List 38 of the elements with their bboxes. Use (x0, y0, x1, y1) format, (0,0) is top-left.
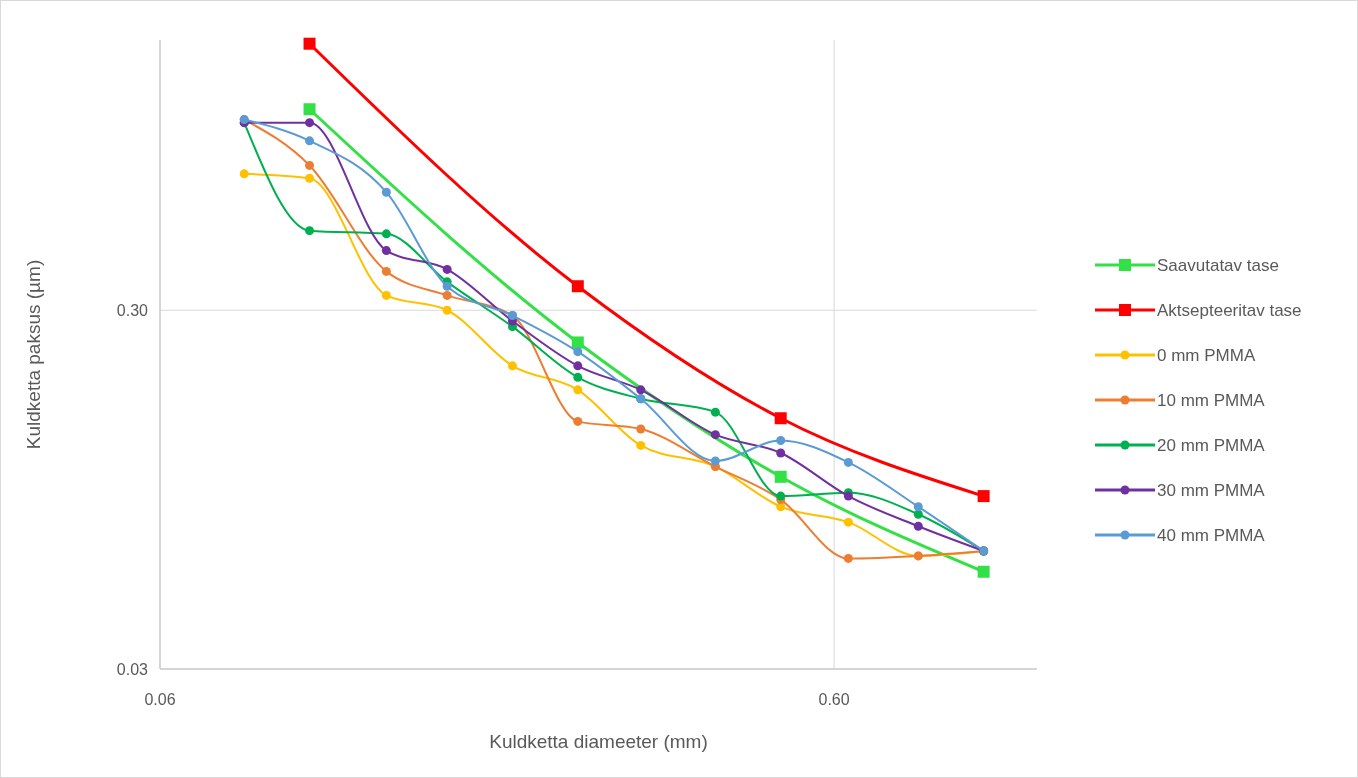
legend-label: Saavutatav tase (1157, 256, 1279, 275)
point (710, 430, 720, 440)
point (843, 517, 853, 527)
point (843, 553, 853, 563)
x-tick-label: 0.60 (818, 691, 850, 708)
point (776, 491, 786, 501)
legend-label: 40 mm PMMA (1157, 526, 1266, 545)
y-axis-title: Kuldketta paksus (µm) (23, 259, 44, 450)
point (710, 456, 720, 466)
point (442, 281, 452, 291)
point (305, 160, 315, 170)
point (573, 372, 583, 382)
point (710, 407, 720, 417)
point (305, 136, 315, 146)
point (573, 361, 583, 371)
legend-label: 10 mm PMMA (1157, 391, 1266, 410)
y-tick-label: 0.30 (116, 302, 149, 320)
point (239, 169, 249, 179)
x-tick-label: 0.06 (144, 691, 176, 708)
point (507, 361, 517, 371)
point (573, 347, 583, 357)
point (573, 416, 583, 426)
y-tick-label: 0.03 (116, 661, 149, 678)
point (305, 226, 315, 236)
point (776, 448, 786, 458)
legend-label: 30 mm PMMA (1157, 481, 1266, 500)
x-axis-title: Kuldketta diameeter (mm) (489, 731, 708, 752)
point (843, 457, 853, 467)
legend-label: 20 mm PMMA (1157, 436, 1266, 455)
point (442, 305, 452, 315)
point (776, 436, 786, 446)
legend-label: 0 mm PMMA (1157, 346, 1256, 365)
point (305, 118, 315, 128)
legend-label: Aktsepteeritav tase (1157, 301, 1302, 320)
point (573, 385, 583, 395)
point (305, 173, 315, 183)
point (442, 290, 452, 300)
point (442, 264, 452, 274)
